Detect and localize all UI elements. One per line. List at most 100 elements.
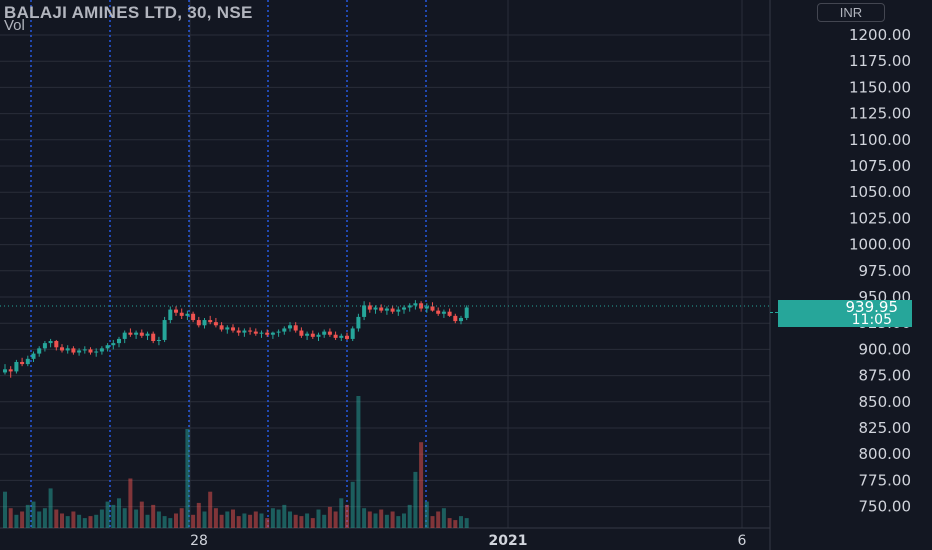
volume-bar — [8, 508, 13, 528]
volume-bar — [99, 509, 104, 528]
volume-bar — [117, 498, 121, 528]
volume-bar — [128, 478, 133, 528]
volume-bar — [37, 511, 42, 528]
price-axis-label: 1200.00 — [849, 26, 911, 44]
candle-body — [339, 335, 344, 338]
candle-body — [31, 353, 36, 359]
volume-bar — [156, 511, 161, 528]
volume-bar — [60, 513, 64, 528]
last-price-value: 939.95 — [845, 298, 899, 316]
volume-indicator-label[interactable]: Vol — [4, 17, 25, 34]
volume-bar — [345, 504, 349, 528]
volume-bar — [373, 513, 378, 528]
candle-body — [350, 328, 355, 339]
candle-body — [299, 330, 304, 336]
volume-bar — [459, 516, 463, 528]
candle-body — [322, 331, 327, 335]
volume-bar — [402, 513, 406, 528]
volume-bar — [213, 508, 218, 528]
volume-bar — [168, 518, 173, 528]
price-axis-label: 1150.00 — [849, 78, 911, 96]
candle-body — [447, 311, 452, 316]
volume-bar — [71, 511, 76, 528]
volume-bar — [162, 516, 167, 528]
volume-bar — [270, 508, 275, 528]
volume-bar — [253, 511, 258, 528]
price-axis-label: 800.00 — [859, 445, 912, 463]
volume-bar — [196, 502, 201, 528]
candle-body — [407, 305, 412, 308]
candle-body — [88, 349, 93, 353]
candle-body — [156, 339, 161, 342]
candle-body — [65, 348, 70, 351]
candle-body — [310, 333, 315, 337]
volume-bar — [350, 481, 355, 528]
price-axis-label: 1025.00 — [849, 209, 911, 227]
volume-bar — [48, 488, 53, 528]
volume-bar — [88, 516, 93, 528]
symbol-title[interactable]: BALAJI AMINES LTD, 30, NSE — [4, 3, 253, 22]
candle-body — [202, 320, 207, 326]
volume-bar — [333, 511, 338, 528]
volume-bar — [219, 514, 224, 528]
volume-bar — [231, 509, 235, 528]
candle-body — [379, 307, 384, 311]
candle-body — [282, 328, 287, 332]
volume-bar — [396, 516, 401, 528]
volume-bar — [288, 511, 292, 528]
candle-body — [464, 307, 469, 318]
candle-body — [105, 345, 110, 349]
volume-bar — [54, 509, 59, 528]
candle-body — [231, 327, 235, 331]
candle-body — [305, 333, 310, 336]
price-axis-label: 875.00 — [859, 367, 912, 385]
candle-body — [14, 361, 19, 372]
candle-body — [99, 348, 104, 352]
volume-bar — [453, 520, 458, 528]
volume-bar — [248, 514, 253, 528]
volume-bar — [31, 501, 36, 528]
candle-body — [356, 316, 361, 329]
volume-bar — [242, 513, 247, 528]
volume-bar — [276, 509, 281, 528]
volume-bar — [390, 511, 395, 528]
volume-bar — [339, 498, 344, 528]
candle-body — [402, 307, 406, 310]
candle-body — [276, 331, 281, 333]
time-axis-label: 28 — [190, 533, 208, 549]
candle-body — [430, 306, 435, 311]
volume-bar — [407, 504, 412, 528]
volume-bar — [293, 514, 298, 528]
volume-bar — [122, 508, 127, 528]
price-axis-label: 900.00 — [859, 340, 912, 358]
volume-bar — [379, 509, 384, 528]
volume-bar — [65, 516, 70, 528]
candle-body — [259, 332, 264, 334]
price-axis-label: 1125.00 — [849, 105, 911, 123]
volume-bar — [225, 511, 230, 528]
volume-bar — [77, 514, 82, 528]
volume-bar — [25, 504, 30, 528]
volume-bar — [202, 511, 207, 528]
volume-bar — [367, 511, 372, 528]
price-axis-label: 1175.00 — [849, 52, 911, 70]
candle-body — [367, 305, 372, 310]
volume-bar — [327, 506, 332, 528]
candle-body — [213, 322, 218, 326]
price-axis-label: 775.00 — [859, 471, 912, 489]
candle-body — [441, 311, 446, 314]
price-axis-label: 1050.00 — [849, 183, 911, 201]
candle-body — [390, 308, 395, 312]
last-price-tick — [770, 312, 778, 313]
candle-body — [168, 309, 173, 321]
candle-body — [54, 341, 59, 348]
volume-bar — [145, 514, 150, 528]
currency-button[interactable]: INR — [817, 3, 885, 22]
candle-body — [145, 333, 150, 336]
candle-body — [111, 343, 116, 346]
volume-bar — [424, 501, 429, 528]
volume-bar — [384, 514, 389, 528]
candle-body — [236, 330, 241, 333]
